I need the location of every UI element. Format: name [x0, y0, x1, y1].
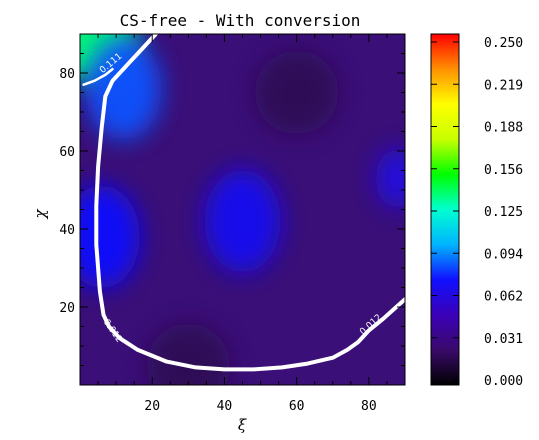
colorbar-gradient: [430, 33, 460, 386]
y-tick-label: 80: [59, 67, 75, 82]
colorbar-tick-label: 0.125: [484, 205, 523, 220]
colorbar-tick-label: 0.062: [484, 290, 523, 305]
colorbar-tick-label: 0.031: [484, 332, 523, 347]
colorbar-tick-label: 0.219: [484, 78, 523, 93]
field-low-6: [254, 50, 339, 135]
y-tick-label: 60: [59, 145, 75, 160]
contour-line-0.111: [82, 67, 114, 86]
field-blob-4: [375, 148, 405, 208]
colorbar-tick-label: 0.094: [484, 247, 523, 262]
colorbar: 0.250 0.219 0.188 0.156 0.125 0.094 0.062 0.031…: [430, 33, 523, 389]
x-tick-label: 20: [144, 399, 160, 414]
y-axis: 20 40 60 80: [59, 53, 405, 366]
y-tick-label: 20: [59, 301, 75, 316]
field-blob-1: [85, 37, 162, 140]
colorbar-ticks: 0.250 0.219 0.188 0.156 0.125 0.094 0.062 0.031…: [431, 36, 523, 389]
colorbar-tick-label: 0.188: [484, 121, 523, 136]
contour-line-0.012: [94, 34, 405, 372]
y-axis-label: χ: [31, 209, 49, 220]
x-tick-label: 40: [217, 399, 233, 414]
chart-title: CS-free - With conversion: [120, 11, 361, 30]
colorbar-tick-label: 0.250: [484, 36, 523, 51]
y-tick-label: 40: [59, 223, 75, 238]
field-blob-2: [80, 185, 140, 289]
field-blob-3: [204, 169, 281, 273]
colorbar-tick-label: 0.156: [484, 163, 523, 178]
x-axis-label: ξ: [238, 416, 247, 434]
x-tick-label: 80: [361, 399, 377, 414]
colorbar-tick-label: 0.000: [484, 374, 523, 389]
x-axis: 20 40 60 80: [97, 34, 388, 414]
x-tick-label: 60: [289, 399, 305, 414]
